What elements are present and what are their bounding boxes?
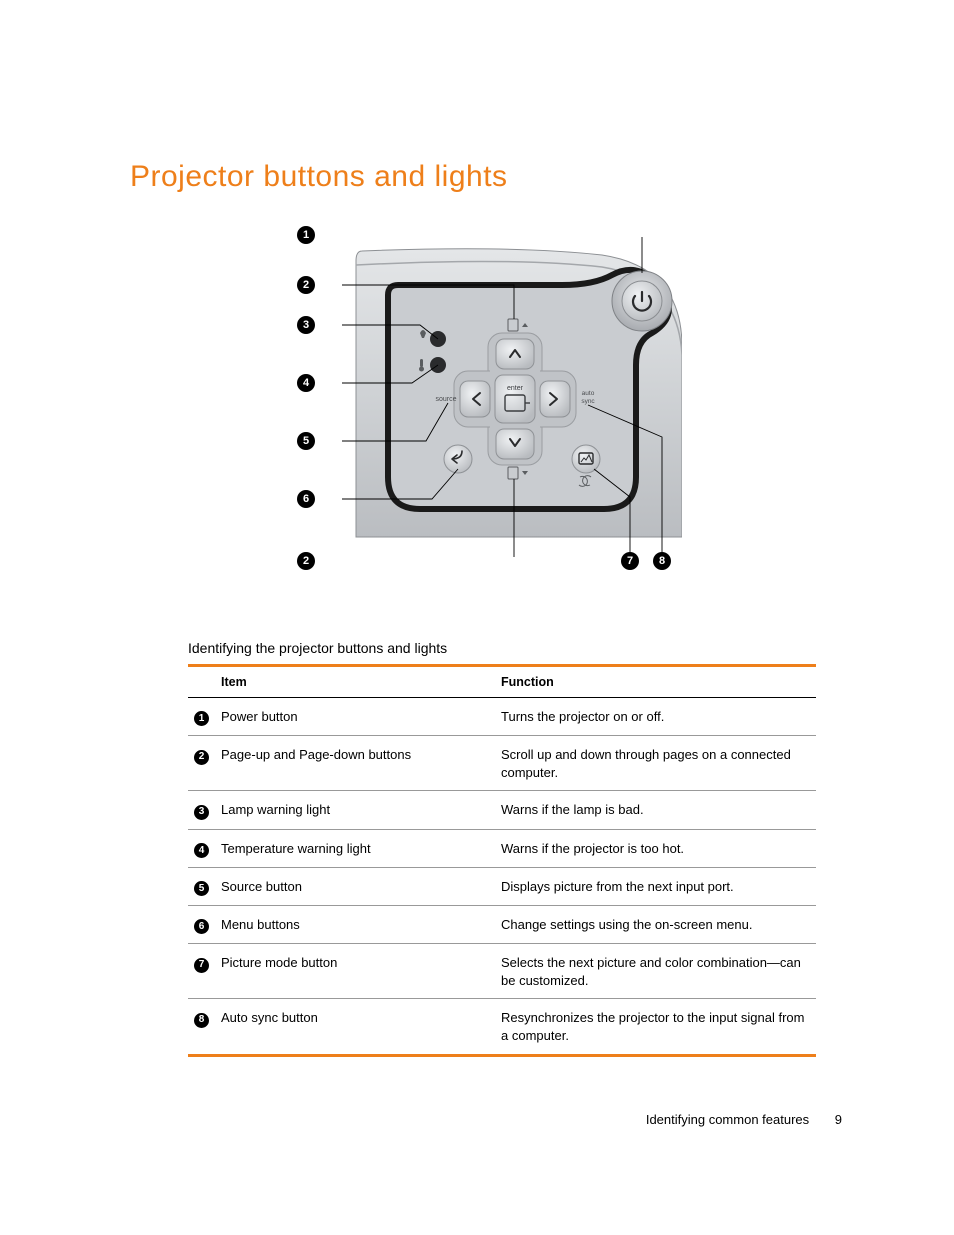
- row-item: Page-up and Page-down buttons: [215, 736, 495, 791]
- row-item: Auto sync button: [215, 999, 495, 1055]
- row-function: Scroll up and down through pages on a co…: [495, 736, 816, 791]
- row-badge: 1: [194, 711, 209, 726]
- diagram-container: 1 2 3 4 5 6 2 7 8: [130, 222, 844, 612]
- diagram-caption: Identifying the projector buttons and li…: [188, 640, 844, 656]
- callout-1: 1: [297, 226, 315, 244]
- row-function: Resynchronizes the projector to the inpu…: [495, 999, 816, 1055]
- table-row: 2 Page-up and Page-down buttonsScroll up …: [188, 736, 816, 791]
- row-badge: 8: [194, 1013, 209, 1028]
- svg-text:auto: auto: [582, 390, 595, 397]
- col-function: Function: [495, 666, 816, 698]
- svg-text:sync: sync: [581, 398, 595, 405]
- page-title: Projector buttons and lights: [130, 160, 844, 194]
- row-function: Warns if the projector is too hot.: [495, 829, 816, 867]
- row-badge: 5: [194, 881, 209, 896]
- row-item: Source button: [215, 867, 495, 905]
- footer-section: Identifying common features: [646, 1112, 809, 1127]
- row-badge: 6: [194, 919, 209, 934]
- row-badge: 7: [194, 958, 209, 973]
- features-table: Item Function 1 Power buttonTurns the pro…: [188, 664, 816, 1057]
- table-row: 7 Picture mode buttonSelects the next pic…: [188, 944, 816, 999]
- table-row: 1 Power buttonTurns the projector on or o…: [188, 698, 816, 736]
- row-function: Warns if the lamp is bad.: [495, 791, 816, 829]
- row-badge: 4: [194, 843, 209, 858]
- svg-text:source: source: [435, 396, 456, 403]
- table-row: 8 Auto sync buttonResynchronizes the proj…: [188, 999, 816, 1055]
- callout-3: 3: [297, 316, 315, 334]
- projector-diagram: enter source auto sync: [342, 237, 682, 557]
- callout-4: 4: [297, 374, 315, 392]
- row-function: Displays picture from the next input por…: [495, 867, 816, 905]
- callout-2: 2: [297, 276, 315, 294]
- callout-8: 8: [653, 552, 671, 570]
- callout-6: 6: [297, 490, 315, 508]
- row-item: Temperature warning light: [215, 829, 495, 867]
- table-row: 4 Temperature warning lightWarns if the p…: [188, 829, 816, 867]
- row-badge: 2: [194, 750, 209, 765]
- row-item: Lamp warning light: [215, 791, 495, 829]
- callout-5: 5: [297, 432, 315, 450]
- row-item: Power button: [215, 698, 495, 736]
- row-badge: 3: [194, 805, 209, 820]
- callout-2b: 2: [297, 552, 315, 570]
- footer-page-number: 9: [835, 1112, 842, 1127]
- table-row: 6 Menu buttonsChange settings using the o…: [188, 906, 816, 944]
- table-row: 5 Source buttonDisplays picture from the …: [188, 867, 816, 905]
- page-footer: Identifying common features 9: [646, 1112, 842, 1127]
- row-function: Turns the projector on or off.: [495, 698, 816, 736]
- callout-7: 7: [621, 552, 639, 570]
- svg-text:enter: enter: [507, 385, 524, 392]
- row-item: Picture mode button: [215, 944, 495, 999]
- row-function: Change settings using the on-screen menu…: [495, 906, 816, 944]
- row-item: Menu buttons: [215, 906, 495, 944]
- table-row: 3 Lamp warning lightWarns if the lamp is …: [188, 791, 816, 829]
- col-item: Item: [215, 666, 495, 698]
- row-function: Selects the next picture and color combi…: [495, 944, 816, 999]
